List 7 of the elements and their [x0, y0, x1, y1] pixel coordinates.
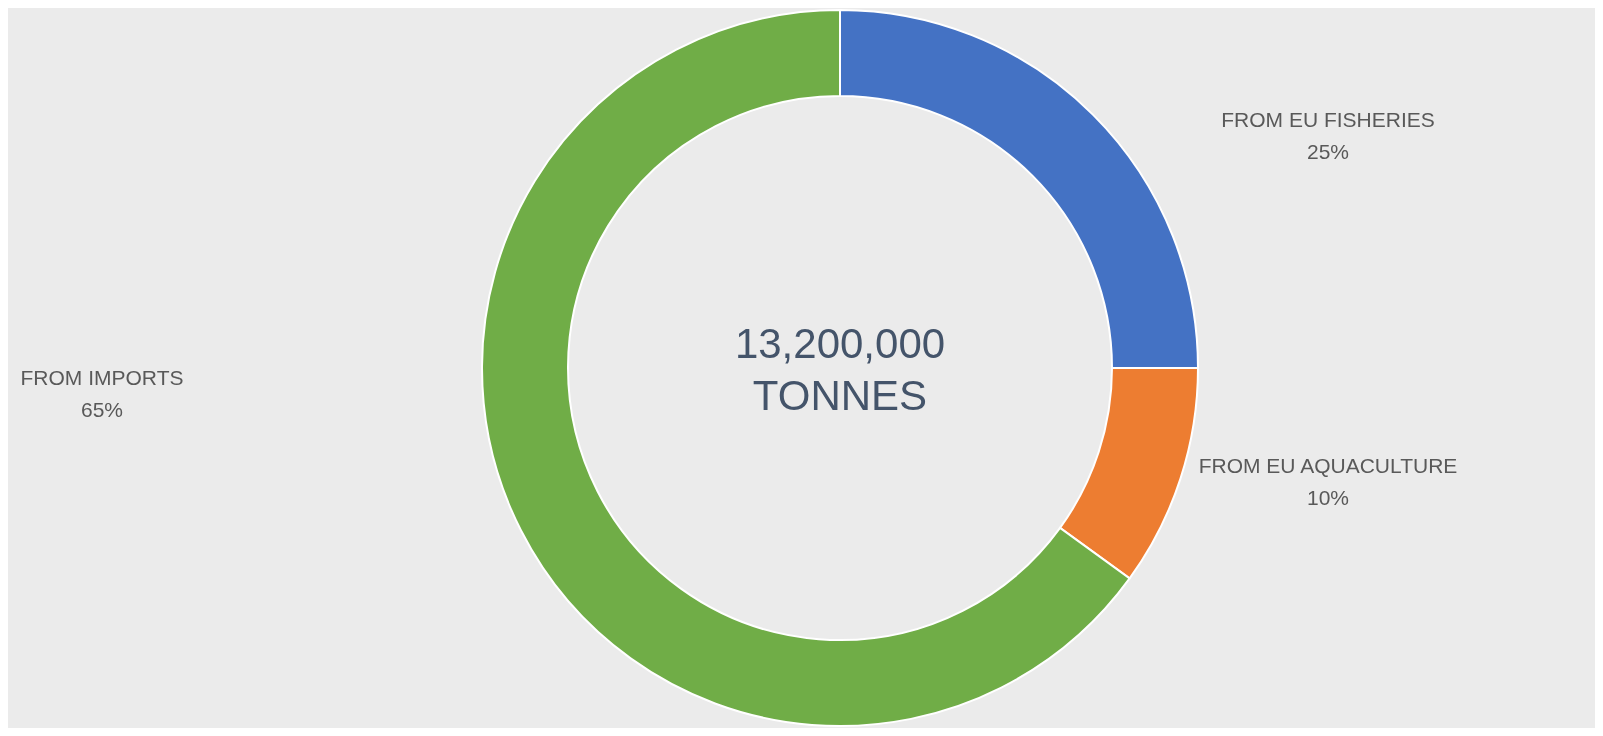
data-label: 65%: [80, 398, 124, 422]
slice-label: FROM EU AQUACULTURE: [1198, 454, 1458, 478]
slice-label: FROM EU FISHERIES: [1221, 108, 1435, 132]
text: 13,200,000 TONNES: [733, 319, 947, 421]
data-label: 25%: [1306, 140, 1350, 164]
data-label: 10%: [1306, 486, 1350, 510]
slice-label: FROM IMPORTS: [20, 366, 184, 390]
